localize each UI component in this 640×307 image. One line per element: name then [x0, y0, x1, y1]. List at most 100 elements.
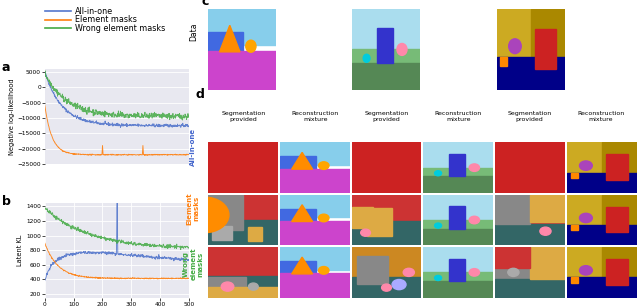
Bar	[424, 272, 493, 298]
Bar	[424, 168, 493, 193]
Bar	[567, 173, 637, 193]
Bar	[567, 278, 637, 298]
Bar	[367, 208, 392, 236]
Bar	[351, 207, 372, 227]
Circle shape	[392, 279, 406, 290]
Text: Reconstruction
mixture: Reconstruction mixture	[435, 111, 482, 122]
Circle shape	[319, 266, 329, 274]
Y-axis label: Negative log-likelihood: Negative log-likelihood	[8, 78, 15, 155]
Bar	[208, 220, 278, 245]
Circle shape	[509, 39, 521, 54]
Text: b: b	[2, 195, 10, 208]
Text: All-in-one: All-in-one	[190, 128, 196, 166]
Bar	[495, 195, 530, 224]
Circle shape	[319, 214, 329, 222]
Circle shape	[508, 268, 519, 276]
Bar	[530, 195, 565, 222]
Text: All-in-one: All-in-one	[75, 7, 113, 16]
Text: Element
masks: Element masks	[187, 192, 200, 225]
Polygon shape	[292, 257, 312, 274]
Circle shape	[361, 229, 371, 236]
Bar	[424, 281, 493, 298]
Bar	[280, 195, 349, 217]
Bar	[606, 207, 628, 232]
Bar	[571, 173, 577, 178]
Bar	[280, 157, 316, 193]
Bar	[280, 274, 349, 298]
Bar	[571, 278, 577, 282]
Bar	[531, 9, 564, 90]
Circle shape	[363, 54, 370, 62]
Circle shape	[579, 266, 592, 275]
Circle shape	[435, 275, 442, 281]
Bar	[424, 220, 493, 245]
Text: Segmentation
provided: Segmentation provided	[365, 111, 409, 122]
Bar	[208, 276, 278, 298]
Bar	[280, 261, 316, 298]
Text: Reconstruction
mixture: Reconstruction mixture	[292, 111, 339, 122]
Bar	[208, 195, 243, 230]
Bar	[602, 142, 637, 193]
Circle shape	[248, 283, 258, 290]
Bar	[351, 278, 421, 298]
Text: Reconstruction
mixture: Reconstruction mixture	[577, 111, 625, 122]
Bar	[495, 279, 565, 298]
Bar	[602, 195, 637, 245]
Circle shape	[319, 162, 329, 169]
Circle shape	[579, 161, 592, 170]
Bar	[352, 49, 420, 90]
Bar	[208, 51, 276, 90]
Circle shape	[246, 40, 256, 52]
Bar	[280, 247, 349, 270]
Bar	[495, 247, 530, 268]
Circle shape	[469, 269, 479, 276]
Circle shape	[469, 164, 479, 171]
Bar	[280, 169, 349, 193]
Circle shape	[403, 268, 414, 276]
Bar	[377, 28, 393, 63]
Circle shape	[579, 213, 592, 223]
Bar	[280, 142, 349, 165]
Text: Wrong
element
masks: Wrong element masks	[183, 248, 204, 280]
Circle shape	[180, 197, 229, 233]
Bar	[571, 225, 577, 230]
Bar	[212, 226, 232, 240]
Bar	[495, 224, 565, 245]
Bar	[208, 287, 278, 298]
Text: Segmentation
provided: Segmentation provided	[221, 111, 266, 122]
Bar	[280, 209, 316, 245]
Bar	[606, 259, 628, 285]
Bar	[351, 221, 421, 245]
Circle shape	[469, 216, 479, 224]
Text: Wrong element masks: Wrong element masks	[75, 24, 165, 33]
Circle shape	[540, 227, 551, 235]
Circle shape	[221, 282, 234, 291]
Bar	[248, 227, 262, 241]
Y-axis label: Latent KL: Latent KL	[17, 235, 23, 266]
Bar	[280, 221, 349, 245]
Text: Data: Data	[189, 23, 198, 41]
Bar	[500, 57, 507, 65]
Bar	[424, 176, 493, 193]
Bar	[567, 225, 637, 245]
Text: a: a	[2, 61, 10, 74]
Text: d: d	[195, 88, 204, 101]
Bar	[208, 278, 246, 298]
Circle shape	[397, 44, 407, 55]
Text: Element masks: Element masks	[75, 15, 137, 24]
Bar	[497, 57, 564, 90]
Bar	[357, 256, 388, 284]
Bar	[606, 154, 628, 180]
Circle shape	[435, 223, 442, 228]
Bar	[449, 154, 465, 176]
Circle shape	[435, 171, 442, 176]
Circle shape	[381, 284, 392, 291]
Polygon shape	[220, 25, 240, 52]
Bar	[208, 32, 243, 90]
Bar	[352, 63, 420, 90]
Bar	[534, 29, 557, 69]
Text: c: c	[201, 0, 209, 8]
Polygon shape	[292, 205, 312, 222]
Polygon shape	[292, 152, 312, 169]
Text: Segmentation
provided: Segmentation provided	[508, 111, 552, 122]
